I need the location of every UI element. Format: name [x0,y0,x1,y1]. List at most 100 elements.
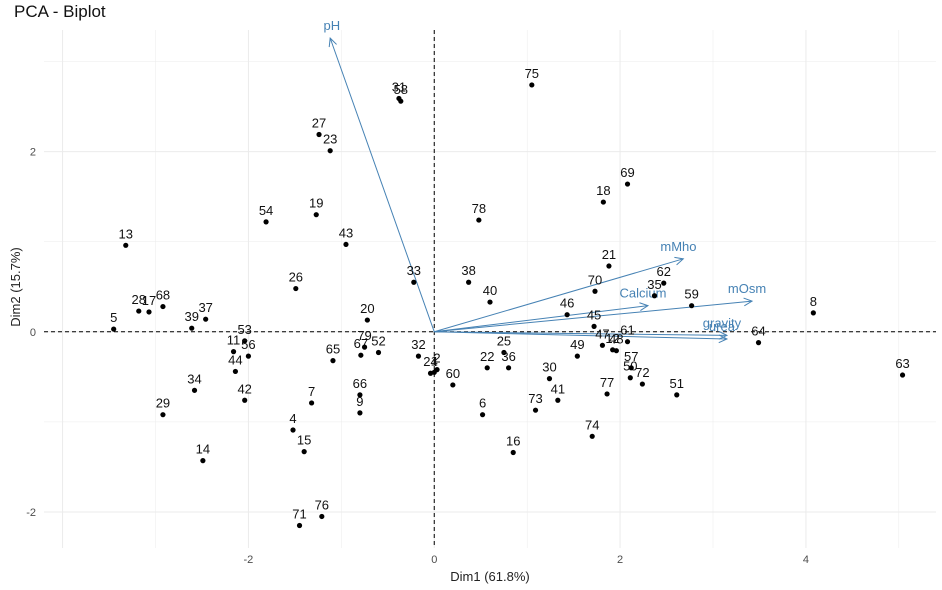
point-73 [532,407,539,413]
point-65 [330,358,336,364]
point-label-46: 46 [560,296,574,311]
point-label-48: 48 [609,332,623,347]
point-54 [263,219,269,225]
point-52 [375,349,382,356]
point-label-79: 79 [357,328,371,343]
point-label-1: 1 [431,353,438,368]
point-76 [319,513,325,520]
point-30 [546,376,553,382]
point-label-63: 63 [895,356,909,371]
point-label-6: 6 [479,396,486,411]
point-77 [604,391,610,397]
point-7 [309,400,315,406]
point-label-36: 36 [501,349,515,364]
point-label-11: 11 [227,333,241,348]
point-label-16: 16 [506,434,520,449]
point-47 [599,342,606,348]
point-label-24: 24 [423,354,437,369]
point-label-41: 41 [551,381,565,396]
arrowhead-gravity [718,330,729,340]
point-label-59: 59 [684,287,698,302]
point-label-31: 31 [392,79,406,94]
point-72 [639,381,645,387]
point-43 [343,241,349,248]
point-68 [160,303,166,310]
point-label-18: 18 [596,183,610,198]
loading-label-mmho: mMho [660,239,696,254]
point-25 [501,349,507,356]
loading-label-urea: urea [709,319,736,334]
point-label-4: 4 [289,411,296,426]
point-24 [427,370,434,376]
y-tick-label: 0 [30,327,36,339]
point-14 [200,458,206,464]
point-label-47: 47 [595,326,609,341]
point-8 [810,310,816,316]
point-37 [203,316,209,322]
point-label-28: 28 [132,292,146,307]
point-62 [661,280,667,286]
arrowhead-ph [328,37,337,48]
point-label-35: 35 [647,277,661,292]
point-label-22: 22 [480,349,494,364]
y-axis-title: Dim2 (15.7%) [8,247,23,326]
point-50 [627,375,633,381]
arrowhead-mosm [743,297,754,307]
point-label-7: 7 [308,384,315,399]
point-label-76: 76 [315,497,329,512]
chart-title: PCA - Biplot [14,2,106,21]
point-label-26: 26 [289,270,303,285]
point-label-58: 58 [394,82,408,97]
point-16 [510,449,516,456]
loading-arrow-mmho [434,258,684,333]
point-label-56: 56 [241,337,255,352]
point-label-20: 20 [360,301,374,316]
point-label-68: 68 [156,288,170,303]
point-label-74: 74 [585,417,599,432]
point-label-44: 44 [228,352,242,367]
point-15 [301,449,307,455]
point-40 [487,299,493,305]
point-label-13: 13 [119,226,133,241]
point-70 [592,288,598,294]
point-label-5: 5 [110,310,117,325]
point-label-42: 42 [237,381,251,396]
point-label-9: 9 [356,394,363,409]
point-32 [415,353,422,359]
point-33 [411,279,417,285]
point-label-75: 75 [525,66,539,81]
point-4 [290,427,296,433]
point-label-77: 77 [600,375,614,390]
arrowhead-mmho [674,256,685,266]
point-46 [564,312,570,318]
point-label-64: 64 [751,324,765,339]
point-label-37: 37 [198,300,212,315]
point-label-12: 12 [605,331,619,346]
point-26 [293,285,299,292]
loading-arrow-ph [329,37,435,332]
reference-lines [44,30,936,548]
point-53 [242,338,248,344]
point-label-34: 34 [187,371,201,386]
point-39 [189,325,195,331]
y-tick-label: 2 [30,147,36,159]
loading-label-mosm: mOsm [728,281,766,296]
point-label-17: 17 [142,293,156,308]
point-label-8: 8 [810,294,817,309]
point-61 [624,339,631,345]
point-label-57: 57 [624,349,638,364]
point-22 [484,365,490,371]
point-label-15: 15 [297,433,311,448]
point-71 [296,522,303,529]
point-74 [589,433,595,439]
point-label-29: 29 [156,396,170,411]
point-label-70: 70 [588,272,602,287]
point-75 [529,82,535,88]
point-11 [230,349,237,355]
point-34 [191,387,198,393]
point-66 [357,392,363,398]
point-label-54: 54 [259,203,273,218]
point-21 [606,263,612,269]
